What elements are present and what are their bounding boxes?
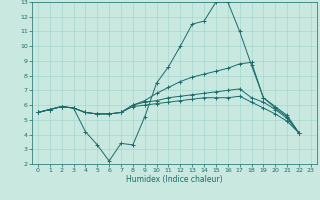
X-axis label: Humidex (Indice chaleur): Humidex (Indice chaleur) xyxy=(126,175,223,184)
